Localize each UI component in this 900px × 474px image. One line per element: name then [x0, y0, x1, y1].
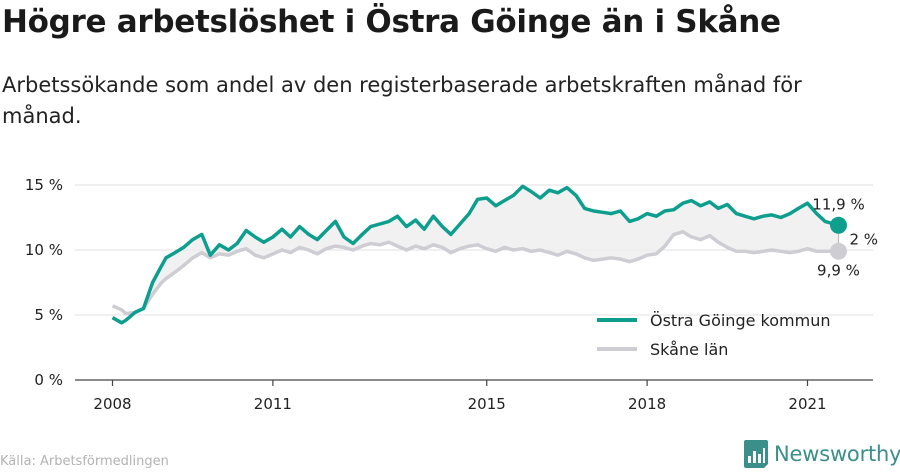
y-tick-label: 10 % — [25, 241, 63, 259]
end-markers: 11,9 % 9,9 % 2 % — [812, 195, 878, 279]
newsworthy-logo[interactable]: Newsworthy — [744, 440, 900, 468]
x-tick-label: 2008 — [93, 395, 131, 413]
series-line-ostra-goinge — [111, 184, 839, 325]
y-axis-ticks: 0 % 5 % 10 % 15 % — [25, 176, 63, 389]
source-note: Källa: Arbetsförmedlingen — [0, 454, 169, 469]
newsworthy-logo-text: Newsworthy — [774, 442, 900, 466]
end-marker-ostra-goinge — [830, 216, 848, 234]
legend-label: Skåne län — [650, 340, 728, 359]
x-axis: 2008 2011 2015 2018 2021 — [75, 379, 873, 413]
end-marker-skane — [830, 242, 848, 260]
newsworthy-logo-icon — [744, 440, 768, 468]
legend: Östra Göinge kommun Skåne län — [597, 311, 830, 359]
y-tick-label: 15 % — [25, 176, 63, 194]
y-tick-label: 5 % — [34, 306, 63, 324]
x-tick-label: 2011 — [254, 395, 292, 413]
y-tick-label: 0 % — [34, 371, 63, 389]
series-line-skane — [111, 230, 839, 316]
gap-label: 2 % — [850, 230, 879, 248]
legend-label: Östra Göinge kommun — [650, 311, 830, 330]
gap-fill-area — [152, 186, 839, 295]
chart-title: Högre arbetslöshet i Östra Göinge än i S… — [2, 4, 781, 40]
x-tick-label: 2015 — [468, 395, 506, 413]
x-tick-label: 2021 — [788, 395, 826, 413]
end-label-ostra-goinge: 11,9 % — [812, 195, 864, 213]
x-tick-label: 2018 — [628, 395, 666, 413]
end-label-skane: 9,9 % — [817, 261, 860, 279]
chart-subtitle: Arbetssökande som andel av den registerb… — [2, 73, 802, 128]
